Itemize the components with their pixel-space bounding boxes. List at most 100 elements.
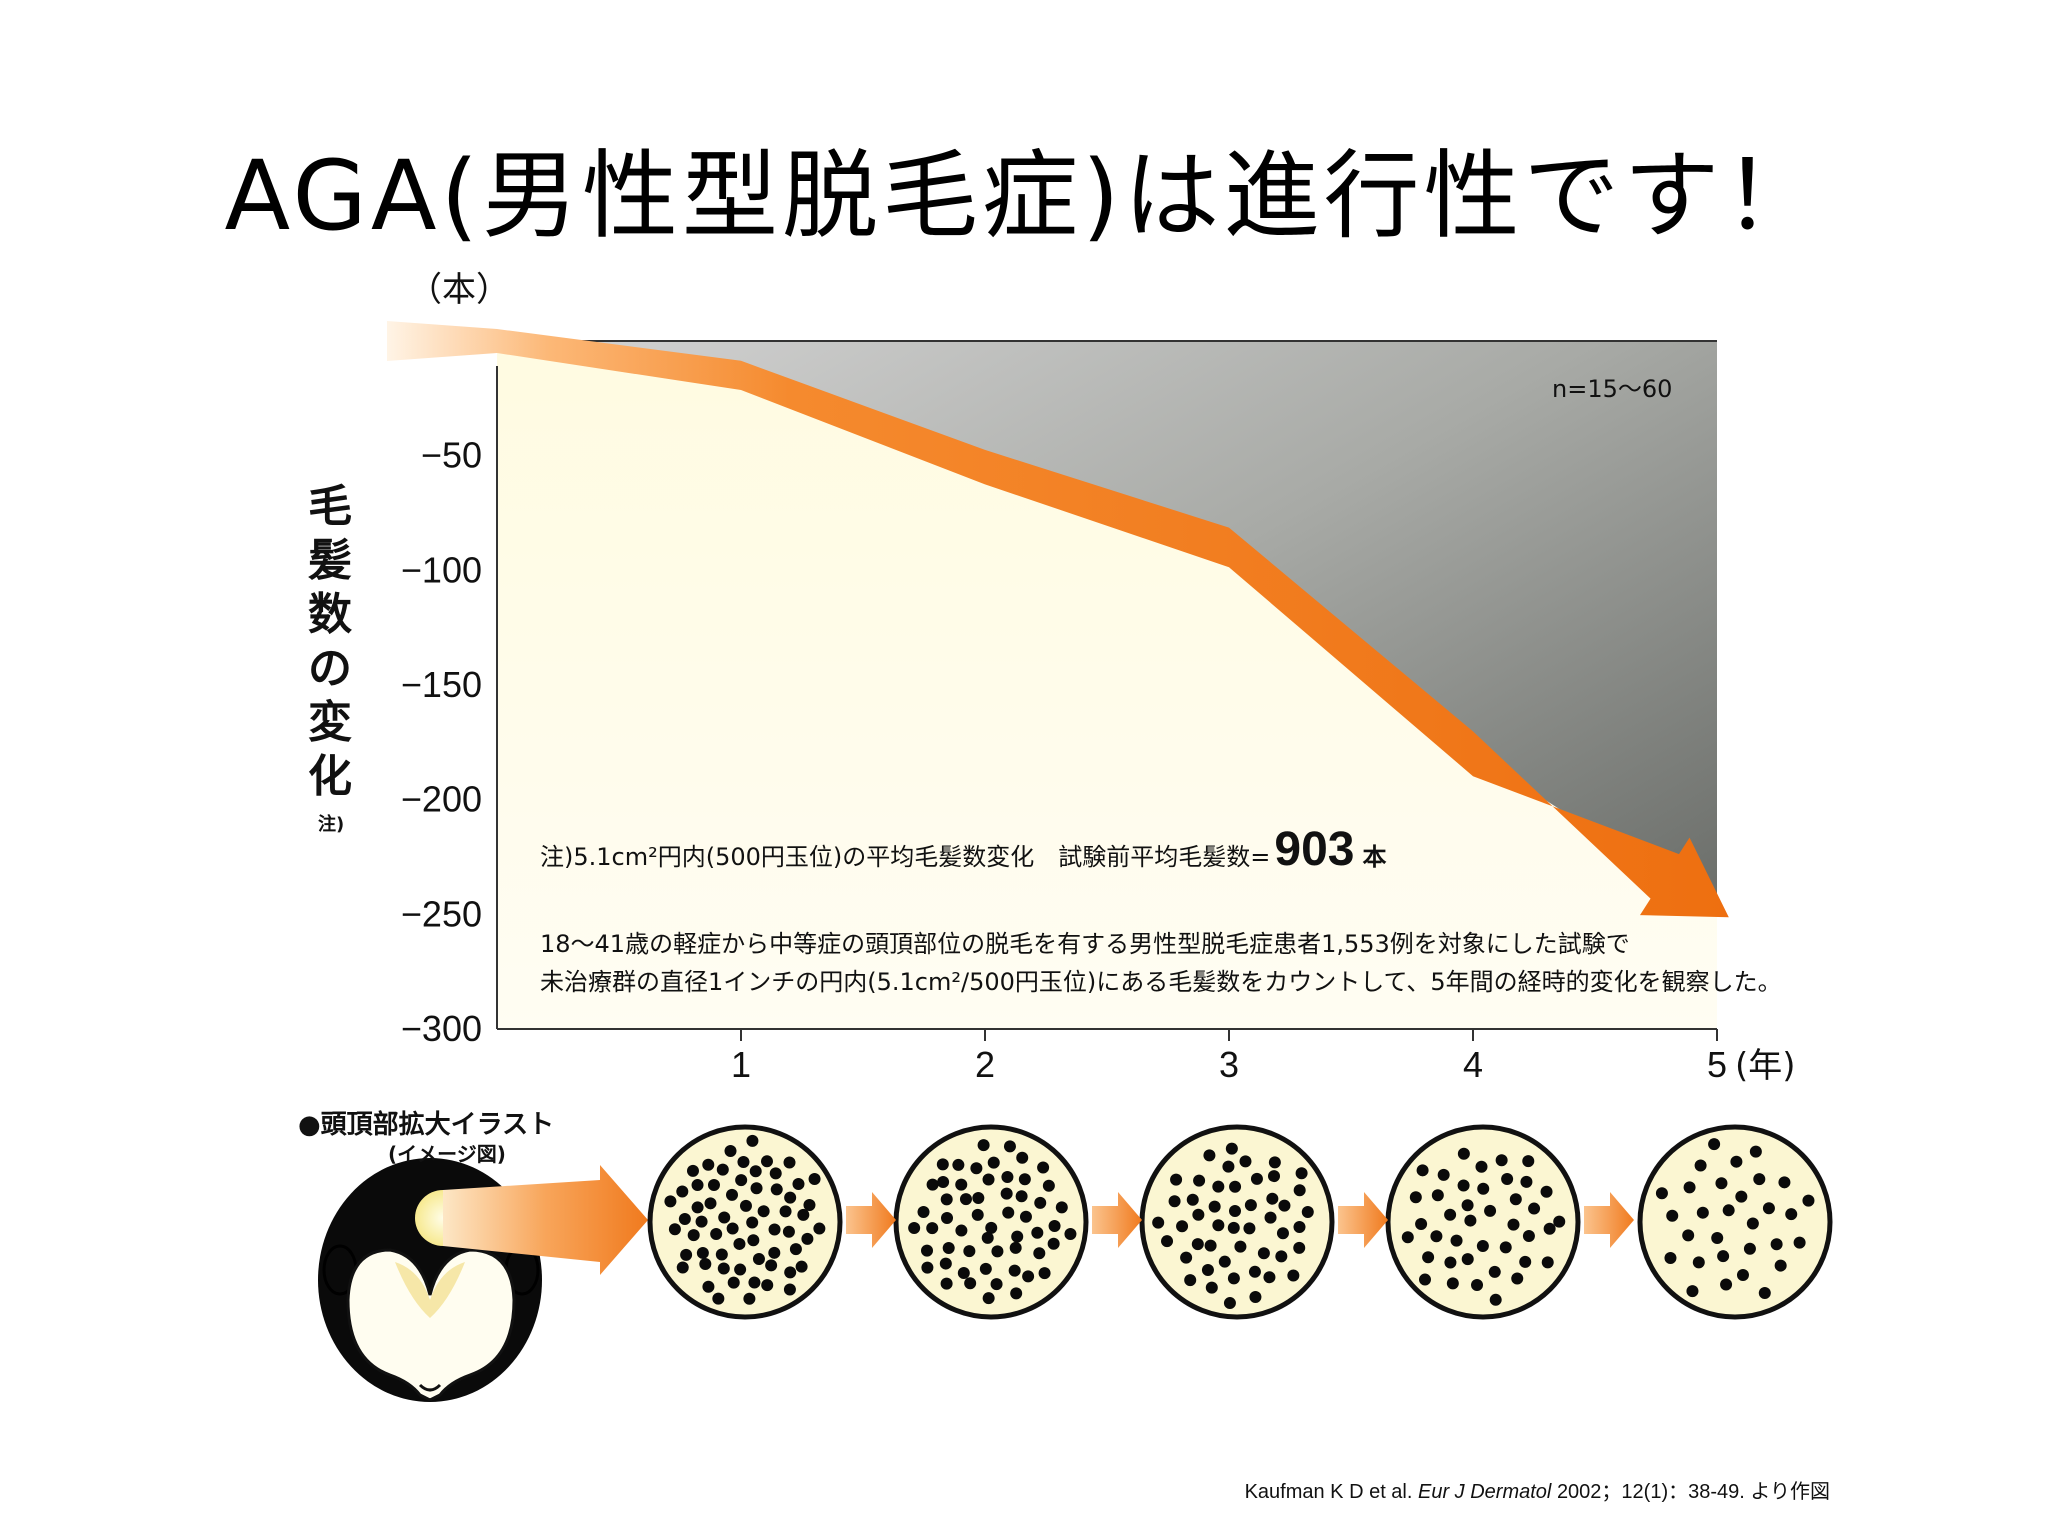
- y-axis-label: 毛髪数の変化: [308, 481, 352, 802]
- stage-arrow-1: [846, 1192, 896, 1248]
- hair-dot: [1488, 1265, 1501, 1278]
- hair-dot: [1431, 1189, 1444, 1202]
- hair-dot: [1664, 1252, 1677, 1265]
- hair-dot: [1778, 1176, 1791, 1189]
- hair-dot: [1018, 1173, 1031, 1186]
- hair-dot: [1193, 1174, 1206, 1187]
- y-tick-label: −50: [421, 435, 482, 476]
- hair-dot: [972, 1192, 985, 1205]
- hair-dot: [726, 1188, 739, 1201]
- hair-dot: [1446, 1277, 1459, 1290]
- hair-dot: [735, 1174, 748, 1187]
- hair-dot: [750, 1182, 763, 1195]
- magnify-beam: [443, 1165, 648, 1275]
- hair-dot: [1457, 1179, 1470, 1192]
- hair-dot: [1499, 1241, 1512, 1254]
- hair-dot: [981, 1231, 994, 1244]
- hair-dot: [760, 1155, 773, 1168]
- hair-dot: [676, 1261, 689, 1274]
- hair-dot: [991, 1245, 1004, 1258]
- hair-dot: [1203, 1149, 1216, 1162]
- hair-dot: [1015, 1190, 1028, 1203]
- hair-dot: [1464, 1214, 1477, 1227]
- scalp-circle: [647, 1124, 843, 1320]
- hair-dot: [1204, 1239, 1217, 1252]
- hair-dot: [1770, 1238, 1783, 1251]
- hair-dot: [1418, 1273, 1431, 1286]
- footnote-unit: 本: [1362, 843, 1386, 871]
- hair-dot: [746, 1216, 759, 1229]
- illustration-subtitle: (イメージ図): [388, 1142, 506, 1166]
- hair-dot: [1430, 1230, 1443, 1243]
- hair-dot: [990, 1278, 1003, 1291]
- hair-dot: [1774, 1259, 1787, 1272]
- hair-dot: [955, 1178, 968, 1191]
- hair-dot: [1293, 1241, 1306, 1254]
- hair-dot: [726, 1222, 739, 1235]
- hair-dot: [1711, 1232, 1724, 1245]
- citation-authors: Kaufman K D et al.: [1244, 1481, 1413, 1503]
- y-tick-label: −150: [401, 664, 482, 705]
- hair-dot: [957, 1267, 970, 1280]
- hair-dot: [743, 1292, 756, 1305]
- hair-dot: [1208, 1200, 1221, 1213]
- hair-dot: [686, 1164, 699, 1177]
- hair-dot: [1682, 1229, 1695, 1242]
- hair-dot: [1793, 1236, 1806, 1249]
- hair-dot: [1278, 1199, 1291, 1212]
- hair-dot: [926, 1222, 939, 1235]
- hair-dot: [727, 1276, 740, 1289]
- hair-dot: [779, 1205, 792, 1218]
- hair-dot: [936, 1158, 949, 1171]
- hair-dot: [757, 1205, 770, 1218]
- hair-dot: [702, 1280, 715, 1293]
- hair-dot: [964, 1277, 977, 1290]
- hair-dot: [712, 1292, 725, 1305]
- hair-dot: [676, 1185, 689, 1198]
- hair-dot: [808, 1172, 821, 1185]
- hair-dot: [704, 1197, 717, 1210]
- slide-title: AGA(男性型脱毛症)は進行性です！: [224, 140, 1824, 252]
- hair-dot: [1176, 1220, 1189, 1233]
- hair-dot: [1444, 1256, 1457, 1269]
- hair-dot: [1293, 1221, 1306, 1234]
- hair-dot: [1758, 1286, 1771, 1299]
- hair-dot: [940, 1277, 953, 1290]
- hair-dot: [1293, 1184, 1306, 1197]
- x-tick-label: 5: [1707, 1044, 1727, 1085]
- hair-dot: [926, 1178, 939, 1191]
- hair-dot: [678, 1212, 691, 1225]
- hair-dot: [1047, 1237, 1060, 1250]
- hair-dot: [1263, 1271, 1276, 1284]
- hair-dot: [803, 1199, 816, 1212]
- scalp-circle: [1139, 1124, 1335, 1320]
- hair-dot: [1191, 1238, 1204, 1251]
- head-nose: [418, 1383, 442, 1392]
- hair-dot: [1287, 1269, 1300, 1282]
- sample-size-note: n=15〜60: [1552, 375, 1672, 403]
- x-tick-label: 1: [731, 1044, 751, 1085]
- hair-dot: [1686, 1285, 1699, 1298]
- citation: Kaufman K D et al. Eur J Dermatol 2002；1…: [1245, 1475, 1830, 1504]
- hair-dot: [1762, 1202, 1775, 1215]
- hair-dot: [1022, 1270, 1035, 1283]
- hair-dot: [1048, 1220, 1061, 1233]
- y-axis-label-note: 注): [318, 814, 345, 835]
- hair-dot: [716, 1163, 729, 1176]
- hair-dot: [1501, 1172, 1514, 1185]
- hair-dot: [710, 1227, 723, 1240]
- hair-dot: [1655, 1187, 1668, 1200]
- hair-dot: [1715, 1177, 1728, 1190]
- hair-dot: [761, 1279, 774, 1292]
- hair-dot: [1250, 1172, 1263, 1185]
- hair-dot: [979, 1262, 992, 1275]
- hair-dot: [1475, 1160, 1488, 1173]
- hair-dot: [1031, 1226, 1044, 1239]
- hair-dot: [784, 1191, 797, 1204]
- hair-dot: [1802, 1194, 1815, 1207]
- hair-dot: [782, 1225, 795, 1238]
- hair-dot: [1249, 1290, 1262, 1303]
- head-illustration: [318, 1158, 648, 1402]
- hair-dot: [1461, 1253, 1474, 1266]
- description-line-2: 未治療群の直径1インチの円内(5.1cm²/500円玉位)にある毛髪数をカウント…: [540, 968, 1782, 996]
